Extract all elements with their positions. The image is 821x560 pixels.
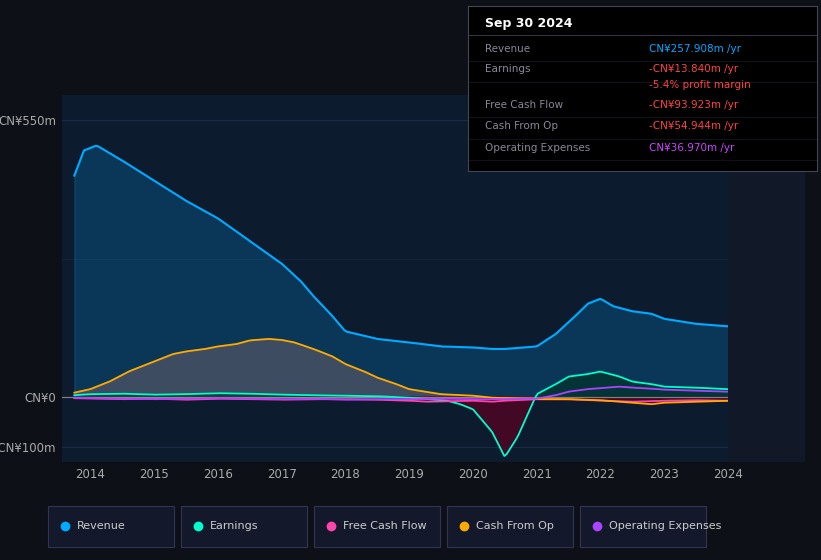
Text: Earnings: Earnings — [485, 64, 531, 74]
Text: CN¥257.908m /yr: CN¥257.908m /yr — [649, 44, 741, 54]
Text: Cash From Op: Cash From Op — [485, 121, 558, 131]
Text: Free Cash Flow: Free Cash Flow — [342, 521, 426, 531]
Text: Operating Expenses: Operating Expenses — [485, 143, 590, 153]
Text: -CN¥13.840m /yr: -CN¥13.840m /yr — [649, 64, 739, 74]
Text: Free Cash Flow: Free Cash Flow — [485, 100, 563, 110]
Text: Sep 30 2024: Sep 30 2024 — [485, 17, 573, 30]
FancyBboxPatch shape — [447, 506, 573, 547]
Text: -5.4% profit margin: -5.4% profit margin — [649, 80, 751, 90]
Text: Operating Expenses: Operating Expenses — [608, 521, 721, 531]
Text: Revenue: Revenue — [76, 521, 126, 531]
FancyBboxPatch shape — [48, 506, 174, 547]
Text: Cash From Op: Cash From Op — [475, 521, 553, 531]
Text: CN¥36.970m /yr: CN¥36.970m /yr — [649, 143, 735, 153]
FancyBboxPatch shape — [181, 506, 307, 547]
Text: -CN¥93.923m /yr: -CN¥93.923m /yr — [649, 100, 739, 110]
Text: Revenue: Revenue — [485, 44, 530, 54]
FancyBboxPatch shape — [314, 506, 440, 547]
Text: -CN¥54.944m /yr: -CN¥54.944m /yr — [649, 121, 739, 131]
Text: Earnings: Earnings — [209, 521, 258, 531]
FancyBboxPatch shape — [580, 506, 706, 547]
